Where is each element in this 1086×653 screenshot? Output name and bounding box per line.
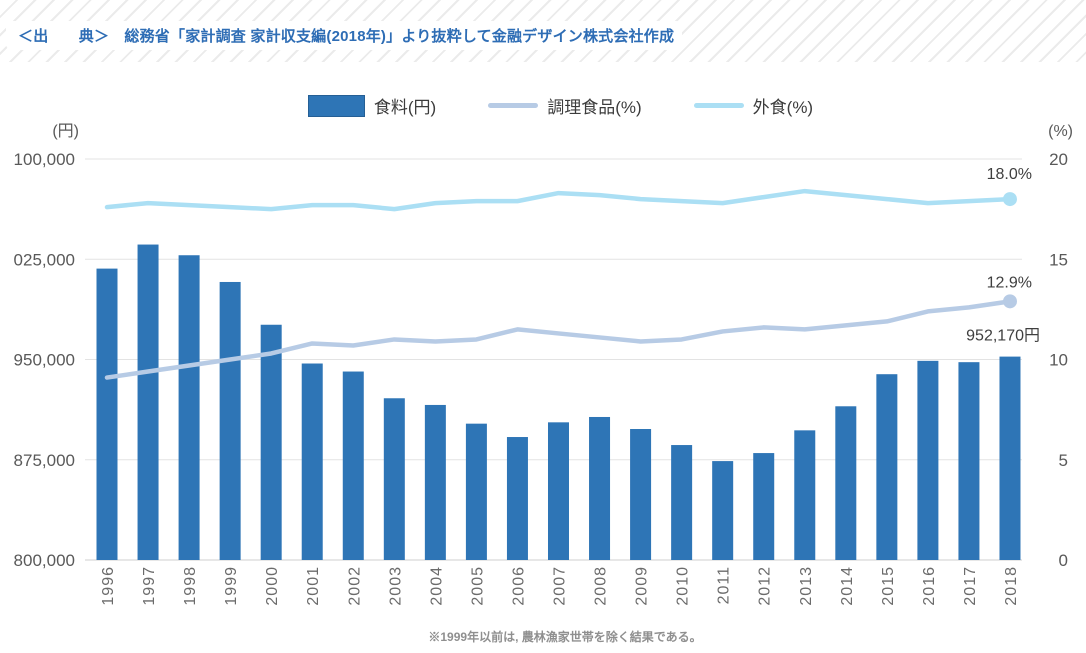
x-label-1997: 1997 bbox=[141, 566, 158, 606]
legend-label-cooked-food: 調理食品(%) bbox=[547, 98, 642, 117]
legend-swatch-cooked-food bbox=[488, 103, 539, 108]
end-marker-調理食品(%) bbox=[1002, 294, 1017, 309]
bar-1998 bbox=[178, 255, 200, 561]
right-axis-tick-0: 0 bbox=[1059, 551, 1068, 570]
annotation-0: 18.0% bbox=[987, 166, 1032, 183]
x-label-2016: 2016 bbox=[921, 566, 938, 606]
bar-2010 bbox=[671, 445, 693, 560]
bar-2018 bbox=[999, 356, 1021, 560]
legend-swatch-food bbox=[307, 94, 365, 117]
bar-2000 bbox=[260, 324, 282, 560]
right-axis-tick-20: 20 bbox=[1049, 150, 1068, 169]
source-text: ＜出 典＞ 総務省「家計調査 家計収支編(2018年)」より抜粋して金融デザイン… bbox=[18, 28, 675, 45]
bar-2007 bbox=[547, 422, 569, 560]
x-label-2002: 2002 bbox=[346, 566, 363, 606]
legend-item-eating-out: 外食(%) bbox=[693, 93, 814, 118]
x-label-2007: 2007 bbox=[551, 566, 568, 606]
bar-2012 bbox=[753, 453, 775, 560]
legend-item-food: 食料(円) bbox=[307, 93, 437, 118]
bar-1999 bbox=[219, 281, 241, 560]
right-axis-tick-15: 15 bbox=[1049, 250, 1068, 269]
left-axis-tick-1: 025,000 bbox=[14, 250, 75, 269]
legend-item-cooked-food: 調理食品(%) bbox=[488, 93, 642, 118]
bar-2008 bbox=[589, 416, 611, 560]
x-label-2012: 2012 bbox=[757, 566, 774, 606]
x-label-1999: 1999 bbox=[223, 566, 240, 606]
bar-2009 bbox=[630, 429, 652, 560]
left-axis-unit: (円) bbox=[52, 123, 79, 140]
bar-2006 bbox=[506, 437, 528, 560]
bar-1997 bbox=[137, 244, 159, 560]
bar-2003 bbox=[383, 398, 405, 560]
left-axis-tick-3: 875,000 bbox=[14, 451, 75, 470]
x-label-2005: 2005 bbox=[469, 566, 486, 606]
bar-2016 bbox=[917, 360, 939, 560]
x-label-2003: 2003 bbox=[387, 566, 404, 606]
source-banner: ＜出 典＞ 総務省「家計調査 家計収支編(2018年)」より抜粋して金融デザイン… bbox=[0, 0, 1086, 62]
x-label-2014: 2014 bbox=[839, 566, 856, 606]
end-marker-外食(%) bbox=[1002, 192, 1017, 207]
line-調理食品(%) bbox=[104, 299, 1013, 380]
bar-2005 bbox=[465, 423, 487, 560]
bar-2013 bbox=[794, 430, 816, 560]
x-label-2008: 2008 bbox=[593, 566, 610, 606]
right-axis-unit: (%) bbox=[1048, 123, 1073, 140]
x-label-2015: 2015 bbox=[880, 566, 897, 606]
x-label-2010: 2010 bbox=[675, 566, 692, 606]
source-pill: ＜出 典＞ 総務省「家計調査 家計収支編(2018年)」より抜粋して金融デザイン… bbox=[6, 21, 682, 50]
bar-2014 bbox=[835, 406, 857, 560]
bar-2004 bbox=[424, 404, 446, 560]
x-label-2013: 2013 bbox=[798, 566, 815, 606]
x-label-2001: 2001 bbox=[305, 566, 322, 606]
x-label-1996: 1996 bbox=[100, 566, 117, 606]
right-axis-tick-5: 5 bbox=[1059, 451, 1068, 470]
bar-1996 bbox=[96, 268, 118, 560]
x-label-2004: 2004 bbox=[428, 566, 445, 606]
x-label-1998: 1998 bbox=[182, 566, 199, 606]
bar-2001 bbox=[301, 363, 323, 560]
left-axis-tick-4: 800,000 bbox=[14, 551, 75, 570]
chart-legend: 食料(円) 調理食品(%) 外食(%) bbox=[0, 93, 1086, 118]
bar-2011 bbox=[712, 461, 734, 560]
bar-2015 bbox=[876, 374, 898, 560]
line-外食(%) bbox=[104, 188, 1013, 212]
left-axis-tick-0: 100,000 bbox=[14, 150, 75, 169]
right-axis-tick-10: 10 bbox=[1049, 351, 1068, 370]
x-label-2009: 2009 bbox=[634, 566, 651, 606]
legend-swatch-eating-out bbox=[693, 103, 744, 108]
chart-footnote: ※1999年以前は, 農林漁家世帯を除く結果である。 bbox=[428, 630, 702, 644]
bar-2002 bbox=[342, 371, 364, 560]
x-label-2011: 2011 bbox=[716, 566, 733, 604]
x-label-2006: 2006 bbox=[510, 566, 527, 606]
x-label-2018: 2018 bbox=[1003, 566, 1020, 606]
legend-label-eating-out: 外食(%) bbox=[752, 98, 814, 117]
left-axis-tick-2: 950,000 bbox=[14, 351, 75, 370]
bar-2017 bbox=[958, 362, 980, 560]
x-label-2000: 2000 bbox=[264, 566, 281, 606]
annotation-1: 12.9% bbox=[987, 274, 1032, 291]
annotation-2: 952,170円 bbox=[966, 328, 1040, 345]
legend-label-food: 食料(円) bbox=[373, 98, 437, 117]
x-label-2017: 2017 bbox=[962, 566, 979, 606]
